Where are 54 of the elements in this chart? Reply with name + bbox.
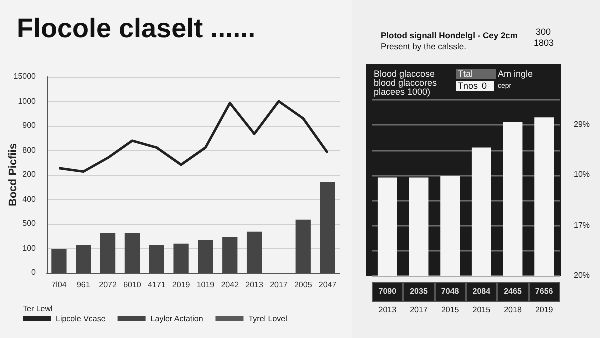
text: 400 (22, 194, 36, 204)
x-tick-label: 2013 (246, 280, 264, 290)
x-tick-label: 2005 (294, 280, 313, 290)
legend-label: Layler Actation (150, 314, 204, 324)
text: 17% (574, 220, 590, 231)
text: 1803 (534, 38, 554, 48)
text: Ttal (456, 69, 496, 79)
x-tick-label: 2017 (270, 280, 288, 290)
text: 800 (22, 146, 36, 156)
chart-title: Flocole claselt ...... (17, 14, 256, 44)
text: blood glaccores (374, 78, 438, 88)
y-axis-title: Bocd Picfiis (8, 144, 20, 206)
legend-title: Ter Lewl (23, 304, 54, 314)
x-tick-label: 961 (76, 280, 91, 290)
text: placees 1000) (374, 87, 431, 97)
text: Blood glaccose (374, 69, 436, 79)
chart-subtitle: Present by the calssle. (381, 42, 467, 52)
text: 900 (22, 121, 36, 131)
text: 500 (22, 219, 36, 229)
x-tick-label: 2013 (378, 306, 398, 314)
x-tick-label: 2019 (172, 280, 191, 290)
text: Tnos (456, 81, 482, 91)
text: 100 (22, 244, 36, 254)
x-tick-label: 7l04 (52, 280, 68, 290)
legend-label: Lipcole Vcase (56, 314, 106, 324)
x-tick-label: 1019 (196, 280, 216, 290)
x-tick-label: 2019 (535, 306, 554, 314)
x-tick-label: 6010 (124, 280, 142, 290)
x-tick-label: 2047 (318, 280, 338, 290)
x-tick-label: 4171 (148, 280, 166, 290)
x-tick-label: 2042 (221, 280, 240, 290)
x-tick-label: 2015 (441, 306, 460, 314)
text: 29% (574, 120, 590, 130)
legend-label: Tyrel Lovel (248, 314, 288, 324)
text: 10% (574, 170, 590, 180)
text: 200 (22, 170, 36, 180)
x-tick-label: 2017 (410, 306, 428, 314)
text: 2465 (497, 282, 529, 302)
text: 20% (574, 271, 590, 281)
text: 7048 (434, 282, 466, 302)
text: 2084 (466, 282, 498, 302)
text: 2035 (403, 282, 435, 302)
text: 300 (536, 27, 552, 37)
text: 7656 (528, 282, 560, 302)
text: 0 (32, 268, 36, 278)
x-tick-label: 2018 (504, 306, 522, 314)
chart-title: Plotod signall Hondelgl - Cey 2cm (381, 30, 518, 40)
text: 0 (480, 81, 494, 91)
x-tick-label: 2072 (99, 280, 118, 290)
text: 1000 (18, 96, 36, 106)
text: 15000 (14, 72, 36, 82)
x-tick-label: 2015 (472, 306, 492, 314)
text: Am ingle (498, 69, 534, 79)
text: 7090 (372, 282, 404, 302)
